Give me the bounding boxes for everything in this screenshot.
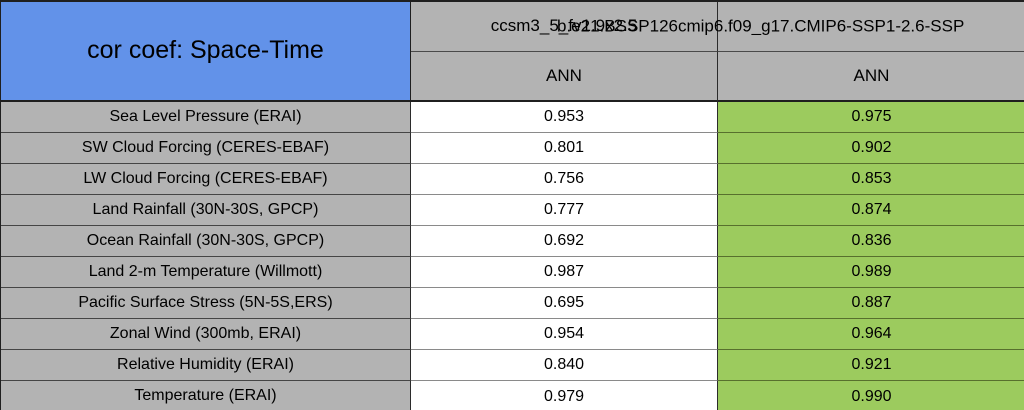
- row-label-sea-level-pressure: Sea Level Pressure (ERAI): [1, 102, 411, 133]
- value-model-2: 0.989: [718, 257, 1024, 288]
- row-label-relative-humidity: Relative Humidity (ERAI): [1, 350, 411, 381]
- value-model-2: 0.975: [718, 102, 1024, 133]
- column-header-model-1: ccsm3_5_fv1.9x2.5: [411, 2, 718, 52]
- value-model-1: 0.692: [411, 226, 718, 257]
- value-model-1: 0.954: [411, 319, 718, 350]
- value-model-2: 0.921: [718, 350, 1024, 381]
- value-model-1: 0.953: [411, 102, 718, 133]
- value-model-2: 0.887: [718, 288, 1024, 319]
- subheader-ann-model-2: ANN: [718, 52, 1024, 102]
- value-model-2: 0.990: [718, 381, 1024, 410]
- row-label-temperature: Temperature (ERAI): [1, 381, 411, 410]
- row-label-sw-cloud-forcing: SW Cloud Forcing (CERES-EBAF): [1, 133, 411, 164]
- value-model-1: 0.840: [411, 350, 718, 381]
- value-model-2: 0.964: [718, 319, 1024, 350]
- value-model-1: 0.979: [411, 381, 718, 410]
- value-model-2: 0.874: [718, 195, 1024, 226]
- column-header-model-2-label: b.e21.BSSP126cmip6.f09_g17.CMIP6-SSP1-2.…: [557, 16, 965, 36]
- row-label-land-rainfall: Land Rainfall (30N-30S, GPCP): [1, 195, 411, 226]
- value-model-2: 0.902: [718, 133, 1024, 164]
- column-header-model-2: b.e21.BSSP126cmip6.f09_g17.CMIP6-SSP1-2.…: [557, 2, 1024, 52]
- value-model-1: 0.777: [411, 195, 718, 226]
- value-model-1: 0.987: [411, 257, 718, 288]
- subheader-ann-model-1: ANN: [411, 52, 718, 102]
- row-label-lw-cloud-forcing: LW Cloud Forcing (CERES-EBAF): [1, 164, 411, 195]
- table-title: cor coef: Space-Time: [1, 2, 411, 102]
- row-label-land-2m-temperature: Land 2-m Temperature (Willmott): [1, 257, 411, 288]
- value-model-2: 0.836: [718, 226, 1024, 257]
- value-model-1: 0.756: [411, 164, 718, 195]
- value-model-1: 0.695: [411, 288, 718, 319]
- row-label-ocean-rainfall: Ocean Rainfall (30N-30S, GPCP): [1, 226, 411, 257]
- value-model-2: 0.853: [718, 164, 1024, 195]
- row-label-pacific-surface-stress: Pacific Surface Stress (5N-5S,ERS): [1, 288, 411, 319]
- row-label-zonal-wind: Zonal Wind (300mb, ERAI): [1, 319, 411, 350]
- value-model-1: 0.801: [411, 133, 718, 164]
